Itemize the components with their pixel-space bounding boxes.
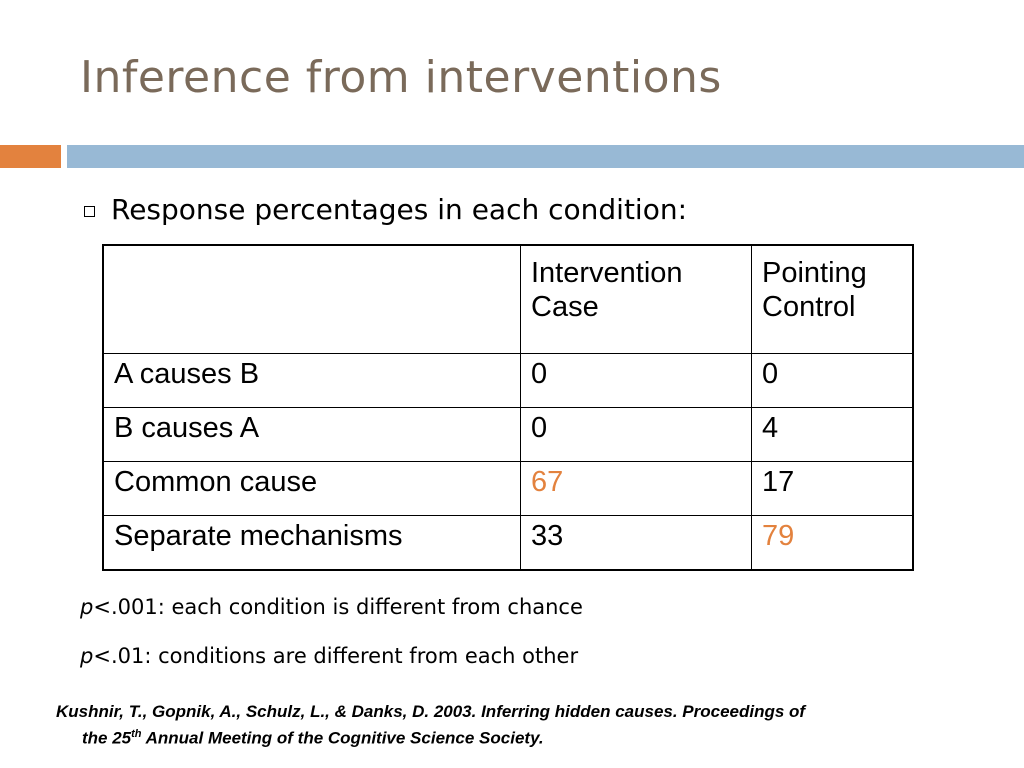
bullet-item: Response percentages in each condition: bbox=[84, 193, 687, 226]
significance-note-chance: p<.001: each condition is different from… bbox=[80, 595, 583, 619]
pointing-value-highlighted: 79 bbox=[751, 515, 914, 571]
table-row: Common cause 67 17 bbox=[102, 461, 914, 516]
citation-line2-prefix: the 25 bbox=[82, 728, 132, 748]
pointing-value: 17 bbox=[751, 461, 914, 516]
table-row: Separate mechanisms 33 79 bbox=[102, 515, 914, 571]
significance-note-conditions: p<.01: conditions are different from eac… bbox=[80, 644, 578, 668]
bullet-text: Response percentages in each condition: bbox=[111, 193, 688, 226]
header-intervention-line1: Intervention bbox=[531, 257, 683, 289]
intervention-value: 0 bbox=[520, 353, 752, 408]
accent-bar-blue bbox=[67, 145, 1024, 168]
header-intervention-case: Intervention Case bbox=[520, 244, 752, 354]
header-empty-cell bbox=[102, 244, 521, 354]
row-label: B causes A bbox=[102, 407, 521, 462]
slide-title: Inference from interventions bbox=[80, 52, 722, 103]
citation-ordinal-sup: th bbox=[131, 728, 142, 740]
pointing-value: 0 bbox=[751, 353, 914, 408]
note-text: <.01: conditions are different from each… bbox=[93, 644, 579, 668]
p-symbol: p bbox=[80, 644, 94, 668]
citation-line2-suffix: Annual Meeting of the Cognitive Science … bbox=[141, 728, 544, 748]
hollow-square-bullet-icon bbox=[84, 206, 95, 217]
table-header-row: Intervention Case Pointing Control bbox=[102, 244, 914, 354]
header-intervention-line2: Case bbox=[531, 291, 599, 324]
accent-bar-orange bbox=[0, 145, 61, 168]
note-text: <.001: each condition is different from … bbox=[93, 595, 583, 619]
intervention-value: 0 bbox=[520, 407, 752, 462]
citation-line1: Kushnir, T., Gopnik, A., Schulz, L., & D… bbox=[56, 702, 806, 721]
p-symbol: p bbox=[80, 595, 94, 619]
intervention-value-highlighted: 67 bbox=[520, 461, 752, 516]
pointing-value: 4 bbox=[751, 407, 914, 462]
response-table: Intervention Case Pointing Control A cau… bbox=[102, 244, 914, 571]
row-label: Common cause bbox=[102, 461, 521, 516]
header-pointing-control: Pointing Control bbox=[751, 244, 914, 354]
table-row: B causes A 0 4 bbox=[102, 407, 914, 462]
citation-line2: the 25th Annual Meeting of the Cognitive… bbox=[56, 723, 956, 750]
row-label: Separate mechanisms bbox=[102, 515, 521, 571]
intervention-value: 33 bbox=[520, 515, 752, 571]
row-label: A causes B bbox=[102, 353, 521, 408]
citation: Kushnir, T., Gopnik, A., Schulz, L., & D… bbox=[56, 700, 956, 750]
header-pointing-line2: Control bbox=[762, 291, 856, 324]
header-pointing-line1: Pointing bbox=[762, 257, 867, 289]
table-row: A causes B 0 0 bbox=[102, 353, 914, 408]
